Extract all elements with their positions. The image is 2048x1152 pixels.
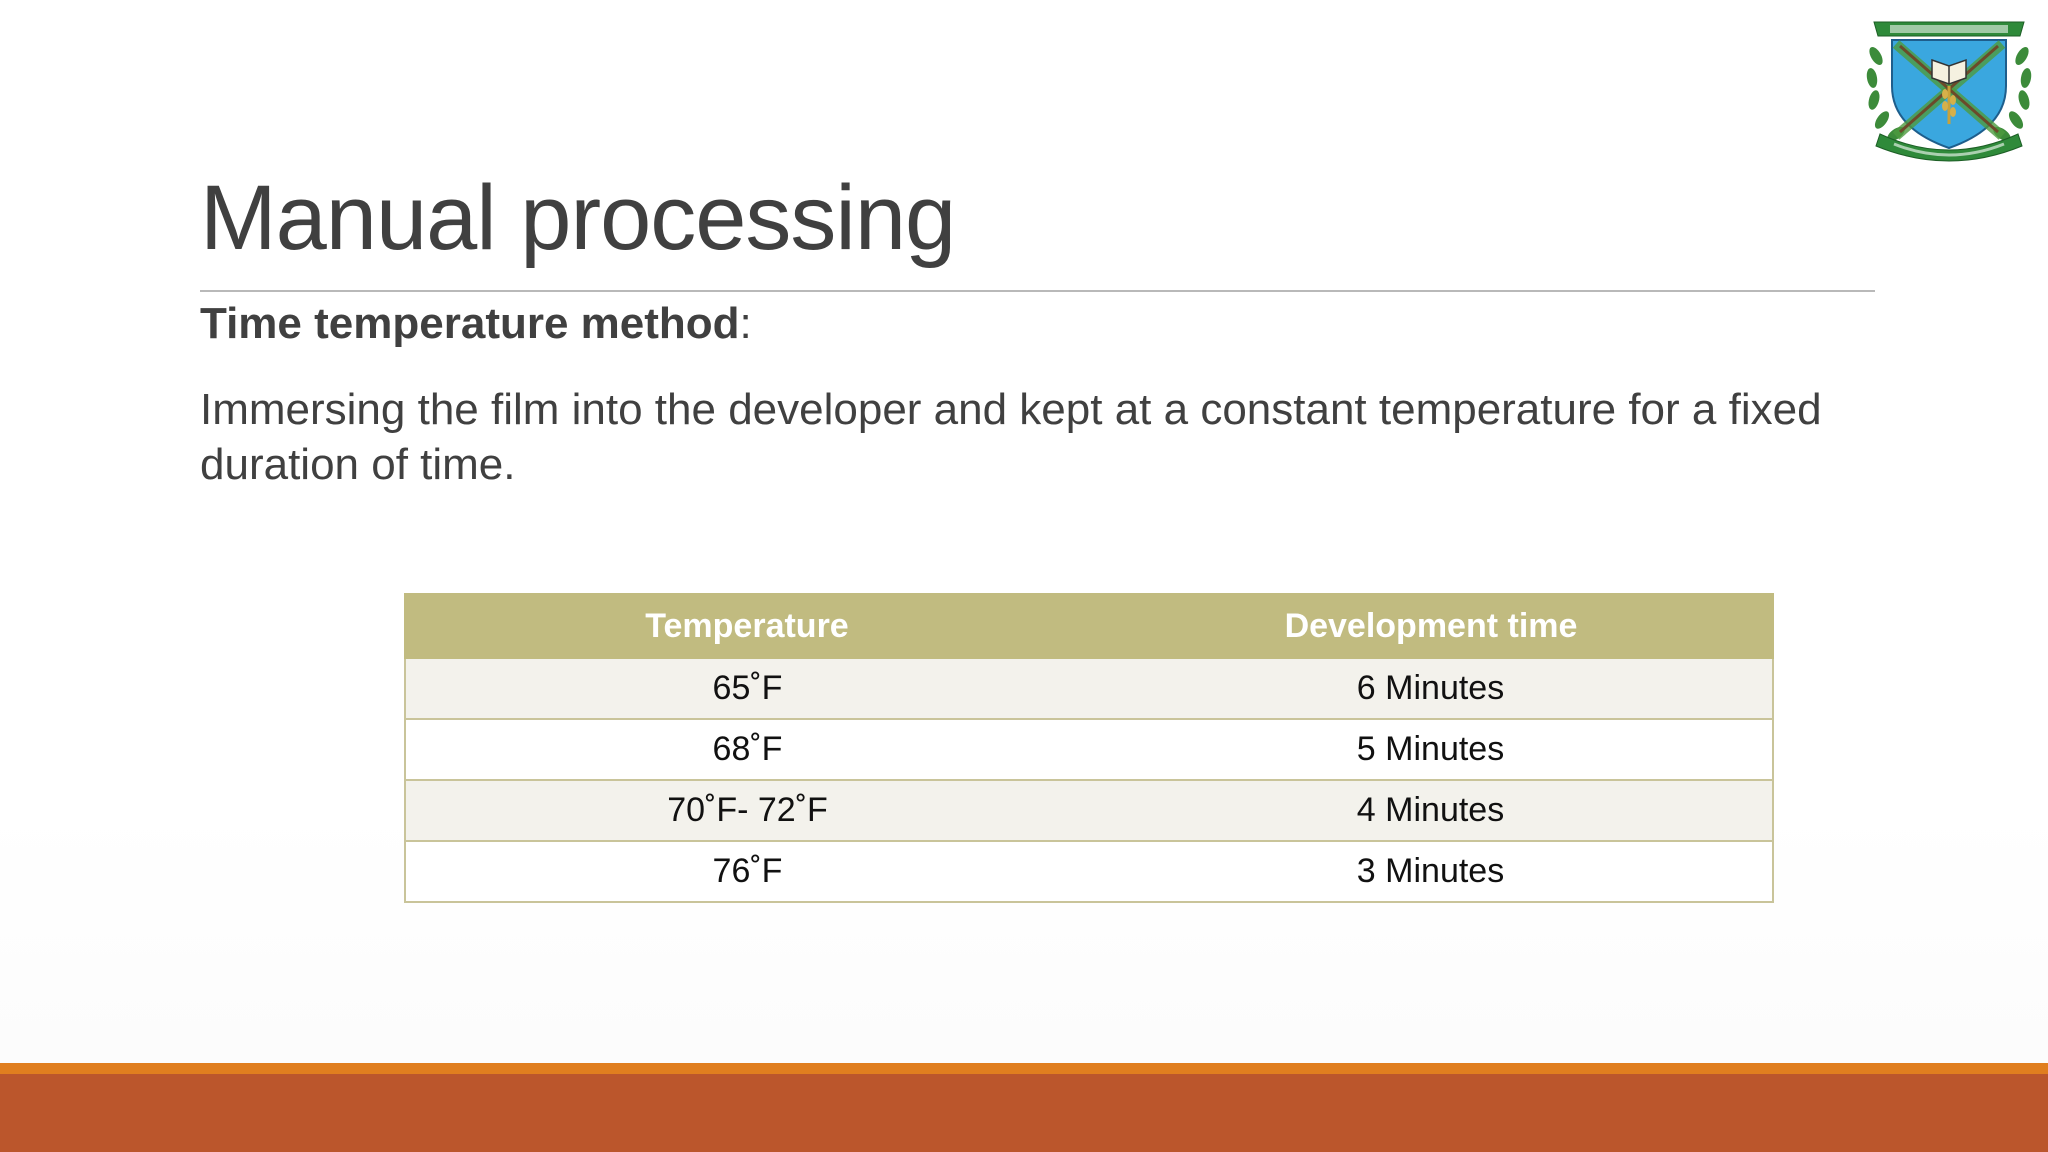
cell-temperature: 76˚F xyxy=(404,840,1089,903)
section-heading: Time temperature method: xyxy=(200,298,752,351)
section-heading-suffix: : xyxy=(739,299,752,348)
table-row: 68˚F 5 Minutes xyxy=(404,718,1774,781)
cell-development-time: 6 Minutes xyxy=(1089,657,1774,720)
header-temperature: Temperature xyxy=(404,593,1090,659)
table-header-row: Temperature Development time xyxy=(404,593,1774,659)
body-paragraph: Immersing the film into the developer an… xyxy=(200,385,1822,490)
cell-development-time: 4 Minutes xyxy=(1089,779,1774,842)
university-crest-icon xyxy=(1860,16,2038,168)
footer-band xyxy=(0,1074,2048,1152)
development-time-table: Temperature Development time 65˚F 6 Minu… xyxy=(404,593,1774,903)
cell-temperature: 70˚F- 72˚F xyxy=(404,779,1089,842)
header-development-time: Development time xyxy=(1088,593,1774,659)
cell-temperature: 65˚F xyxy=(404,657,1089,720)
section-heading-bold: Time temperature method xyxy=(200,299,740,348)
title-divider xyxy=(200,290,1875,292)
cell-temperature: 68˚F xyxy=(404,718,1089,781)
slide-title: Manual processing xyxy=(200,167,956,269)
cell-development-time: 5 Minutes xyxy=(1089,718,1774,781)
table-row: 76˚F 3 Minutes xyxy=(404,840,1774,903)
footer-accent-stripe xyxy=(0,1063,2048,1074)
table-row: 65˚F 6 Minutes xyxy=(404,657,1774,720)
cell-development-time: 3 Minutes xyxy=(1089,840,1774,903)
table-row: 70˚F- 72˚F 4 Minutes xyxy=(404,779,1774,842)
